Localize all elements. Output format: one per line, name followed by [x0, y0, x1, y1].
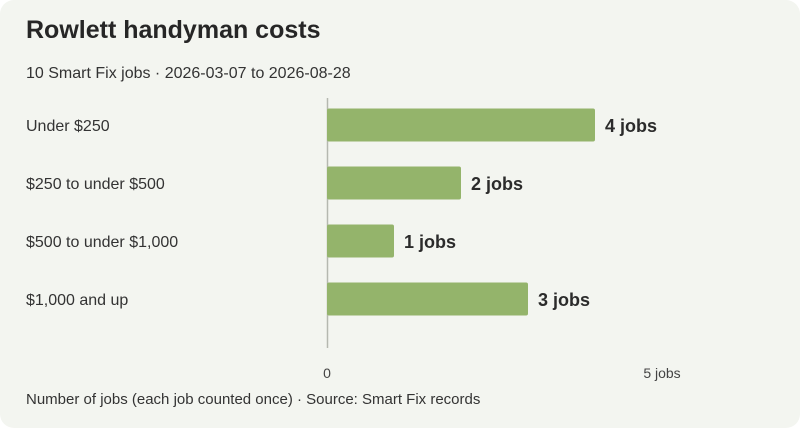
- x-tick-label: 0: [323, 365, 331, 381]
- bar: [327, 108, 595, 142]
- chart-title: Rowlett handyman costs: [26, 16, 321, 44]
- bar-value-label: 3 jobs: [538, 290, 590, 310]
- category-label: $500 to under $1,000: [26, 234, 178, 251]
- bar: [327, 224, 394, 258]
- category-label: $1,000 and up: [26, 292, 128, 309]
- category-label: Under $250: [26, 118, 110, 135]
- bar-value-label: 2 jobs: [471, 174, 523, 194]
- chart-footer: Number of jobs (each job counted once) ·…: [26, 391, 481, 408]
- bar-value-label: 4 jobs: [605, 116, 657, 136]
- x-tick-label: 5 jobs: [643, 365, 680, 381]
- bar: [327, 166, 461, 200]
- chart-subtitle: 10 Smart Fix jobs · 2026-03-07 to 2026-0…: [26, 65, 351, 82]
- bar-value-label: 1 jobs: [404, 232, 456, 252]
- bar: [327, 282, 528, 316]
- category-label: $250 to under $500: [26, 176, 165, 193]
